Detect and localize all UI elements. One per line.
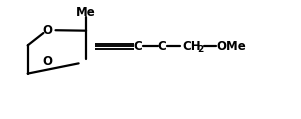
Text: O: O <box>42 24 52 37</box>
Text: C: C <box>157 40 166 53</box>
Text: 2: 2 <box>198 45 204 54</box>
Text: OMe: OMe <box>216 40 246 53</box>
Text: O: O <box>42 55 52 68</box>
Text: C: C <box>134 40 142 53</box>
Text: Me: Me <box>76 6 96 19</box>
Text: CH: CH <box>182 40 201 53</box>
